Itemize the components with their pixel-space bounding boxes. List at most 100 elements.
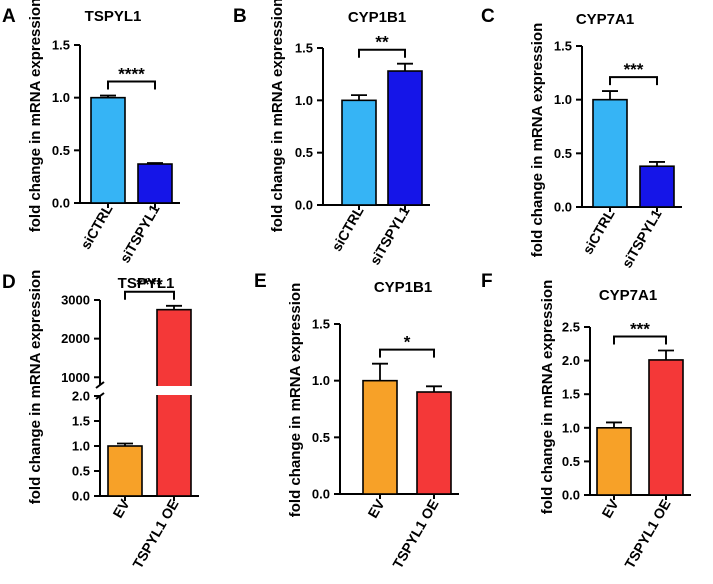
chart-panel-e: E CYP1B1 fold change in mRNA expression 0.0…: [254, 271, 459, 571]
chart-panel-d: D TSPYL1 fold change in mRNA expression 0.0…: [2, 270, 199, 571]
error-bar: [147, 162, 163, 165]
y-tick-label: 0.0: [312, 487, 330, 502]
y-tick-label: 2.0: [562, 353, 580, 368]
y-tick-label: 1.0: [295, 93, 313, 108]
y-tick-label: 0.5: [295, 145, 313, 160]
bar-tspyl1-oe: [416, 391, 452, 495]
y-tick-label: 1.5: [562, 387, 580, 402]
error-bar: [397, 62, 413, 72]
y-tick-label: 1.5: [52, 38, 70, 53]
significance-bracket: [107, 80, 156, 90]
bar-sictrl: [341, 99, 377, 206]
chart-title: CYP7A1: [599, 287, 657, 304]
x-tick-label: siTSPYL1: [618, 206, 664, 270]
significance-label: ****: [118, 65, 145, 84]
error-bar: [602, 90, 618, 100]
significance-label: ***: [630, 320, 650, 339]
y-tick-label: 0.5: [562, 454, 580, 469]
chart-title: TSPYL1: [85, 8, 142, 25]
y-axis-label: fold change in mRNA expression: [539, 280, 556, 515]
bar-tspyl1-oe: [156, 308, 192, 497]
y-tick-label: 0.5: [554, 146, 572, 161]
error-bar: [100, 94, 116, 98]
panel-letter: C: [481, 6, 495, 27]
bar-ev: [107, 445, 143, 497]
y-tick-label: 2.0: [72, 389, 90, 404]
y-tick-label: 1.5: [72, 414, 90, 429]
significance-label: ****: [136, 275, 163, 294]
y-tick-label: 1.5: [554, 39, 572, 54]
panel-letter: E: [254, 271, 267, 292]
y-axis-label: fold change in mRNA expression: [287, 283, 304, 518]
significance-bracket: [358, 48, 406, 58]
bar-sictrl: [90, 96, 126, 204]
x-tick-label: EV: [364, 496, 388, 521]
panel-letter: D: [2, 272, 16, 293]
x-tick-label: EV: [598, 496, 622, 521]
y-axis-label: fold change in mRNA expression: [27, 0, 44, 232]
bar-ev: [596, 426, 632, 496]
y-tick-label: 1.0: [312, 373, 330, 388]
bar-sitspyl1: [639, 165, 675, 208]
y-tick-label: 0.5: [72, 464, 90, 479]
chart-panel-f: F CYP7A1 fold change in mRNA expression 0.0…: [481, 271, 691, 571]
x-tick-label: EV: [109, 496, 133, 521]
y-tick-label: 1.5: [312, 317, 330, 332]
y-tick-label: 0.0: [562, 488, 580, 503]
significance-label: *: [404, 333, 411, 352]
bar-sictrl: [592, 98, 628, 208]
chart-panel-c: C CYP7A1 fold change in mRNA expression 0.0…: [481, 6, 682, 270]
bar-sitspyl1: [137, 163, 173, 204]
y-tick-label: 0.5: [52, 143, 70, 158]
y-tick-label: 0.0: [52, 196, 70, 211]
y-tick-label: 1.0: [72, 439, 90, 454]
error-bar: [117, 442, 133, 446]
significance-bracket: [379, 348, 435, 358]
error-bar: [606, 421, 622, 428]
error-bar: [426, 385, 442, 392]
panel-letter: B: [233, 6, 247, 27]
y-tick-label: 0.5: [312, 430, 330, 445]
error-bar: [372, 362, 388, 381]
significance-label: ***: [624, 60, 644, 79]
chart-title: CYP1B1: [374, 279, 432, 296]
bar-ev: [362, 379, 398, 495]
significance-bracket: [609, 76, 658, 86]
y-tick-label: 1.0: [554, 92, 572, 107]
chart-title: TSPYL1: [118, 275, 175, 292]
y-axis-label: fold change in mRNA expression: [529, 23, 546, 258]
y-tick-label: 1.5: [295, 41, 313, 56]
significance-bracket: [613, 335, 667, 345]
chart-panel-b: B CYP1B1 fold change in mRNA expression 0.0…: [233, 0, 430, 267]
chart-title: CYP1B1: [348, 9, 406, 26]
bar-tspyl1-oe: [648, 359, 684, 496]
x-tick-label: siCTRL: [579, 206, 618, 257]
y-tick-label: 2.5: [562, 320, 580, 335]
y-tick-label: 3000: [61, 293, 90, 308]
bar-break-gap: [155, 386, 193, 395]
bar-sitspyl1: [387, 70, 423, 206]
panel-letter: F: [481, 271, 493, 292]
chart-panel-a: A TSPYL1 fold change in mRNA expression 0.0…: [2, 0, 180, 265]
y-axis-label: fold change in mRNA expression: [269, 0, 286, 232]
error-bar: [166, 304, 182, 310]
x-tick-label: siTSPYL1: [116, 201, 162, 265]
significance-bracket: [124, 290, 175, 300]
x-tick-label: TSPYL1 OE: [389, 497, 441, 572]
axis-break-mark: [95, 381, 105, 389]
y-axis-label: fold change in mRNA expression: [27, 270, 44, 505]
x-tick-label: TSPYL1 OE: [621, 497, 673, 572]
error-bar: [351, 94, 367, 101]
panel-letter: A: [2, 6, 16, 27]
x-tick-label: TSPYL1 OE: [129, 497, 181, 572]
y-tick-label: 2000: [61, 331, 90, 346]
y-tick-label: 1.0: [562, 420, 580, 435]
y-tick-label: 1000: [61, 370, 90, 385]
x-tick-label: siCTRL: [77, 201, 116, 252]
y-tick-label: 0.0: [72, 489, 90, 504]
error-bar: [658, 349, 674, 360]
chart-title: CYP7A1: [576, 11, 634, 28]
significance-label: **: [375, 33, 389, 52]
y-tick-label: 0.0: [554, 200, 572, 215]
